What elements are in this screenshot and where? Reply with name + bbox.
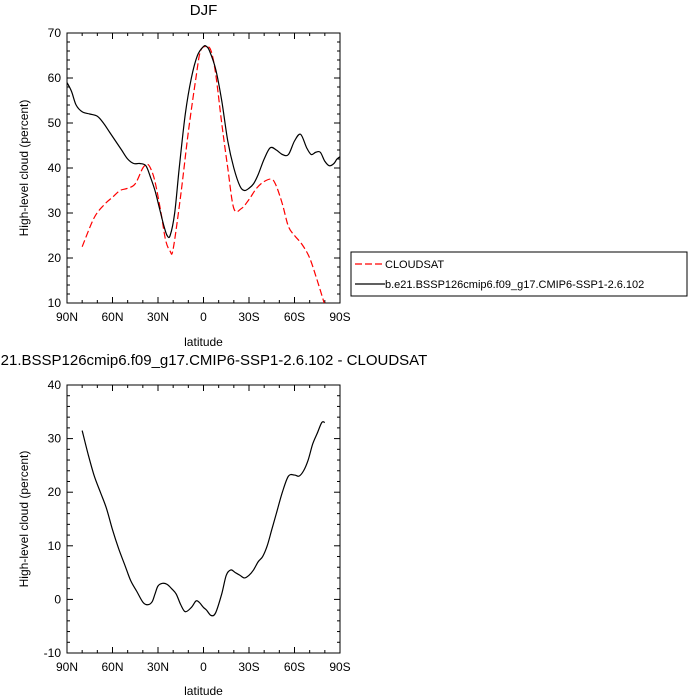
- y-tick-label: 20: [48, 485, 62, 499]
- x-tick-label: 90S: [329, 660, 350, 674]
- y-tick-label: 40: [48, 378, 62, 392]
- x-tick-label: 30S: [238, 660, 259, 674]
- series-line-difference: [81, 421, 326, 617]
- x-tick-label: 60N: [101, 660, 123, 674]
- y-tick-label: 10: [48, 539, 62, 553]
- y-tick-label: 30: [48, 206, 62, 220]
- y-tick-label: 0: [54, 592, 61, 606]
- x-tick-label: 30S: [238, 310, 259, 324]
- y-tick-label: 10: [48, 296, 62, 310]
- y-tick-label: 50: [48, 116, 62, 130]
- chart-title: DJF: [190, 2, 218, 19]
- x-tick-label: 90S: [329, 310, 350, 324]
- y-axis-label: High-level cloud (percent): [17, 100, 31, 237]
- x-axis-label: latitude: [184, 335, 223, 349]
- series-line-b-e21-bssp126cmip6-f09-g17-cmip6-ssp1-2-6-102: [67, 45, 340, 239]
- y-tick-label: 70: [48, 26, 62, 40]
- x-tick-label: 60S: [284, 310, 305, 324]
- x-tick-label: 90N: [56, 310, 78, 324]
- legend-label: b.e21.BSSP126cmip6.f09_g17.CMIP6-SSP1-2.…: [385, 279, 644, 291]
- x-tick-label: 30N: [147, 660, 169, 674]
- y-tick-label: 60: [48, 71, 62, 85]
- x-axis-label: latitude: [184, 684, 223, 698]
- y-tick-label: 20: [48, 251, 62, 265]
- chart-title: b.e21.BSSP126cmip6.f09_g17.CMIP6-SSP1-2.…: [0, 352, 427, 369]
- x-tick-label: 30N: [147, 310, 169, 324]
- y-tick-label: 30: [48, 432, 62, 446]
- x-tick-label: 60S: [284, 660, 305, 674]
- x-tick-label: 0: [200, 660, 207, 674]
- legend-box: [350, 251, 688, 297]
- x-tick-label: 60N: [101, 310, 123, 324]
- x-tick-label: 90N: [56, 660, 78, 674]
- legend-label: CLOUDSAT: [385, 259, 444, 271]
- x-tick-label: 0: [200, 310, 207, 324]
- y-tick-label: 40: [48, 161, 62, 175]
- series-line-cloudsat: [81, 45, 325, 303]
- plot-frame: [66, 32, 341, 304]
- plot-frame: [66, 384, 341, 654]
- y-axis-label: High-level cloud (percent): [17, 451, 31, 588]
- y-tick-label: -10: [44, 646, 62, 660]
